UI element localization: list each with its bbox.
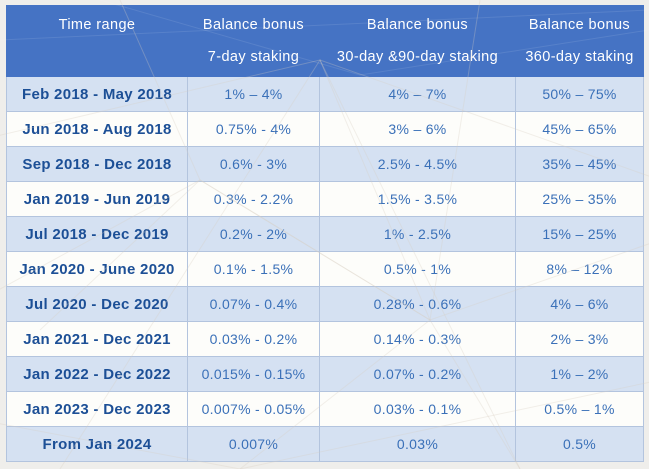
time-range-cell: Jul 2018 - Dec 2019 [6, 216, 188, 252]
bonus-360day-cell: 2% – 3% [515, 321, 644, 357]
table-row: From Jan 2024 0.007% 0.03% 0.5% [6, 426, 644, 462]
bonus-7day-cell: 0.07% - 0.4% [187, 286, 320, 322]
header-bonus-7day-line2: 7-day staking [207, 49, 300, 65]
time-range-cell: Jan 2022 - Dec 2022 [6, 356, 188, 392]
bonus-360day-cell: 1% – 2% [515, 356, 644, 392]
time-range-cell: Jan 2021 - Dec 2021 [6, 321, 188, 357]
bonus-360day-cell: 35% – 45% [515, 146, 644, 182]
bonus-360day-cell: 50% – 75% [515, 76, 644, 112]
header-row: Time range Balance bonus 7-day staking B… [6, 5, 644, 77]
bonus-360day-cell: 4% – 6% [515, 286, 644, 322]
bonus-7day-cell: 0.75% - 4% [187, 111, 320, 147]
time-range-cell: Jul 2020 - Dec 2020 [6, 286, 188, 322]
bonus-7day-cell: 0.6% - 3% [187, 146, 320, 182]
bonus-30-90day-cell: 0.03% [319, 426, 516, 462]
bonus-30-90day-cell: 3% – 6% [319, 111, 516, 147]
bonus-30-90day-cell: 0.07% - 0.2% [319, 356, 516, 392]
bonus-7day-cell: 0.015% - 0.15% [187, 356, 320, 392]
bonus-7day-cell: 0.3% - 2.2% [187, 181, 320, 217]
table-row: Jan 2020 - June 2020 0.1% - 1.5% 0.5% - … [6, 251, 644, 287]
header-bonus-7day: Balance bonus 7-day staking [187, 5, 320, 77]
table-row: Jan 2021 - Dec 2021 0.03% - 0.2% 0.14% -… [6, 321, 644, 357]
time-range-cell: Feb 2018 - May 2018 [6, 76, 188, 112]
bonus-7day-cell: 0.007% - 0.05% [187, 391, 320, 427]
bonus-360day-cell: 0.5% [515, 426, 644, 462]
bonus-30-90day-cell: 2.5% - 4.5% [319, 146, 516, 182]
table-row: Feb 2018 - May 2018 1% – 4% 4% – 7% 50% … [6, 76, 644, 112]
bonus-7day-cell: 0.03% - 0.2% [187, 321, 320, 357]
bonus-7day-cell: 0.007% [187, 426, 320, 462]
bonus-30-90day-cell: 0.14% - 0.3% [319, 321, 516, 357]
table-row: Sep 2018 - Dec 2018 0.6% - 3% 2.5% - 4.5… [6, 146, 644, 182]
time-range-cell: Sep 2018 - Dec 2018 [6, 146, 188, 182]
header-bonus-30-90day-line2: 30-day &90-day staking [336, 49, 499, 65]
bonus-30-90day-cell: 4% – 7% [319, 76, 516, 112]
bonus-360day-cell: 15% – 25% [515, 216, 644, 252]
header-time-range-label: Time range [58, 17, 136, 33]
bonus-360day-cell: 0.5% – 1% [515, 391, 644, 427]
bonus-360day-cell: 45% – 65% [515, 111, 644, 147]
staking-bonus-table: Time range Balance bonus 7-day staking B… [6, 5, 644, 462]
header-bonus-7day-line1: Balance bonus [202, 17, 305, 33]
table-row: Jan 2023 - Dec 2023 0.007% - 0.05% 0.03%… [6, 391, 644, 427]
table-header: Time range Balance bonus 7-day staking B… [6, 5, 644, 77]
bonus-30-90day-cell: 0.5% - 1% [319, 251, 516, 287]
bonus-360day-cell: 25% – 35% [515, 181, 644, 217]
header-bonus-30-90day-line1: Balance bonus [366, 17, 469, 33]
table-row: Jun 2018 - Aug 2018 0.75% - 4% 3% – 6% 4… [6, 111, 644, 147]
bonus-7day-cell: 1% – 4% [187, 76, 320, 112]
time-range-cell: Jan 2019 - Jun 2019 [6, 181, 188, 217]
table-row: Jan 2022 - Dec 2022 0.015% - 0.15% 0.07%… [6, 356, 644, 392]
bonus-30-90day-cell: 0.03% - 0.1% [319, 391, 516, 427]
header-bonus-360day-line2: 360-day staking [525, 49, 634, 65]
bonus-30-90day-cell: 1% - 2.5% [319, 216, 516, 252]
time-range-cell: Jan 2023 - Dec 2023 [6, 391, 188, 427]
table-row: Jul 2020 - Dec 2020 0.07% - 0.4% 0.28% -… [6, 286, 644, 322]
header-bonus-30-90day: Balance bonus 30-day &90-day staking [319, 5, 516, 77]
header-bonus-360day: Balance bonus 360-day staking [515, 5, 644, 77]
table-row: Jul 2018 - Dec 2019 0.2% - 2% 1% - 2.5% … [6, 216, 644, 252]
time-range-cell: From Jan 2024 [6, 426, 188, 462]
bonus-7day-cell: 0.1% - 1.5% [187, 251, 320, 287]
time-range-cell: Jun 2018 - Aug 2018 [6, 111, 188, 147]
header-bonus-360day-line1: Balance bonus [528, 17, 631, 33]
bonus-30-90day-cell: 0.28% - 0.6% [319, 286, 516, 322]
bonus-7day-cell: 0.2% - 2% [187, 216, 320, 252]
table-row: Jan 2019 - Jun 2019 0.3% - 2.2% 1.5% - 3… [6, 181, 644, 217]
header-time-range: Time range [6, 5, 188, 77]
bonus-360day-cell: 8% – 12% [515, 251, 644, 287]
bonus-30-90day-cell: 1.5% - 3.5% [319, 181, 516, 217]
time-range-cell: Jan 2020 - June 2020 [6, 251, 188, 287]
table-body: Feb 2018 - May 2018 1% – 4% 4% – 7% 50% … [6, 76, 644, 462]
